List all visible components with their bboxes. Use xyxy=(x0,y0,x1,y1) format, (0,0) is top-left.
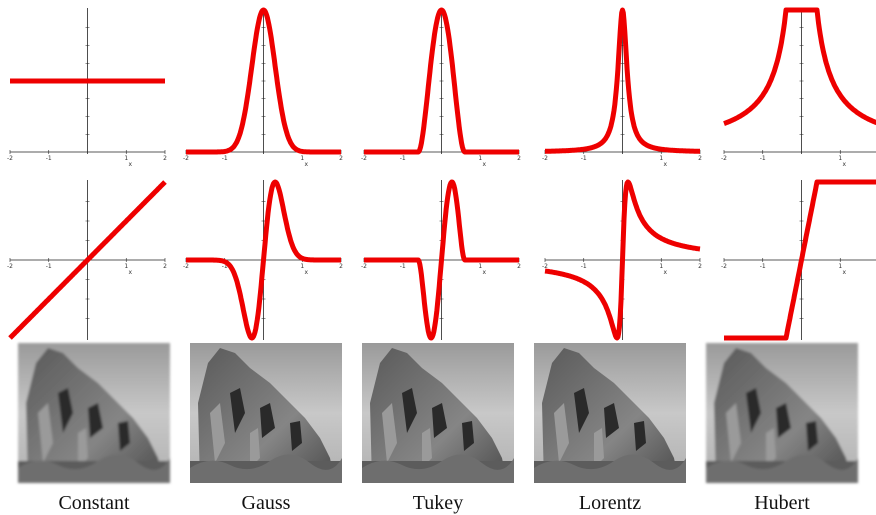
result-image xyxy=(18,343,170,483)
result-image xyxy=(706,343,858,483)
tick-label: 1 xyxy=(659,155,663,162)
caption: Tukey xyxy=(413,492,463,514)
tick-label: 1 xyxy=(124,263,128,270)
tick-label: -1 xyxy=(400,155,406,162)
plot: -2 -1 1 2 x xyxy=(542,7,702,168)
tick-label: 2 xyxy=(339,263,343,270)
tick-label: 2 xyxy=(698,155,702,162)
curve xyxy=(722,179,876,341)
tick-label: 1 xyxy=(478,155,482,162)
axis-label: x xyxy=(482,161,486,168)
tick-label: 2 xyxy=(517,263,521,270)
tick-label: 2 xyxy=(163,155,167,162)
curve xyxy=(543,7,702,154)
caption: Constant xyxy=(58,492,130,514)
tick-label: -2 xyxy=(361,263,367,270)
tick-label: -1 xyxy=(400,263,406,270)
tick-label: -1 xyxy=(222,263,228,270)
tick-label: -2 xyxy=(361,155,367,162)
tick-label: -1 xyxy=(581,155,587,162)
tick-label: -1 xyxy=(46,263,52,270)
tick-label: 2 xyxy=(163,263,167,270)
axis-label: x xyxy=(663,161,667,168)
plot: -2 -1 1 2 x xyxy=(361,179,521,341)
tick-label: -1 xyxy=(760,263,766,270)
tick-label: -2 xyxy=(721,155,727,162)
plot: -2 -1 1 2 x xyxy=(7,8,167,168)
curve xyxy=(184,179,343,341)
tick-label: 2 xyxy=(339,155,343,162)
axis-label: x xyxy=(304,269,308,276)
axis-label: x xyxy=(663,269,667,276)
tick-label: -1 xyxy=(46,155,52,162)
result-image xyxy=(534,343,686,483)
tick-label: -1 xyxy=(222,155,228,162)
plot: -2 -1 1 2 x xyxy=(183,179,343,341)
curve xyxy=(362,179,521,341)
tick-label: -2 xyxy=(542,263,548,270)
plot: -2 -1 1 2 x xyxy=(183,7,343,168)
result-image xyxy=(190,343,342,483)
tick-label: 1 xyxy=(838,263,842,270)
curve xyxy=(184,7,343,155)
tick-label: 1 xyxy=(659,263,663,270)
tick-label: -2 xyxy=(7,155,13,162)
plot: -2 -1 1 2 x xyxy=(7,180,167,340)
curve xyxy=(8,180,167,340)
axis-label: x xyxy=(842,269,846,276)
tick-label: -1 xyxy=(581,263,587,270)
plot: -2 -1 1 2 x xyxy=(542,179,702,341)
tick-label: -2 xyxy=(183,155,189,162)
tick-label: 1 xyxy=(124,155,128,162)
tick-label: 1 xyxy=(838,155,842,162)
tick-label: -2 xyxy=(7,263,13,270)
tick-label: -1 xyxy=(760,155,766,162)
tick-label: 2 xyxy=(517,155,521,162)
curve xyxy=(722,7,876,126)
caption: Gauss xyxy=(242,492,291,514)
axis-label: x xyxy=(304,161,308,168)
plot: -2 -1 1 2 x xyxy=(361,7,521,168)
caption: Lorentz xyxy=(579,492,641,514)
tick-label: 1 xyxy=(300,155,304,162)
curve xyxy=(362,7,521,155)
axis-label: x xyxy=(482,269,486,276)
axis-label: x xyxy=(128,269,132,276)
tick-label: -2 xyxy=(183,263,189,270)
tick-label: 1 xyxy=(300,263,304,270)
caption: Hubert xyxy=(754,492,810,514)
tick-label: -2 xyxy=(721,263,727,270)
result-image xyxy=(362,343,514,483)
tick-label: 1 xyxy=(478,263,482,270)
tick-label: -2 xyxy=(542,155,548,162)
axis-label: x xyxy=(842,161,846,168)
curve xyxy=(543,179,702,341)
axis-label: x xyxy=(128,161,132,168)
tick-label: 2 xyxy=(698,263,702,270)
